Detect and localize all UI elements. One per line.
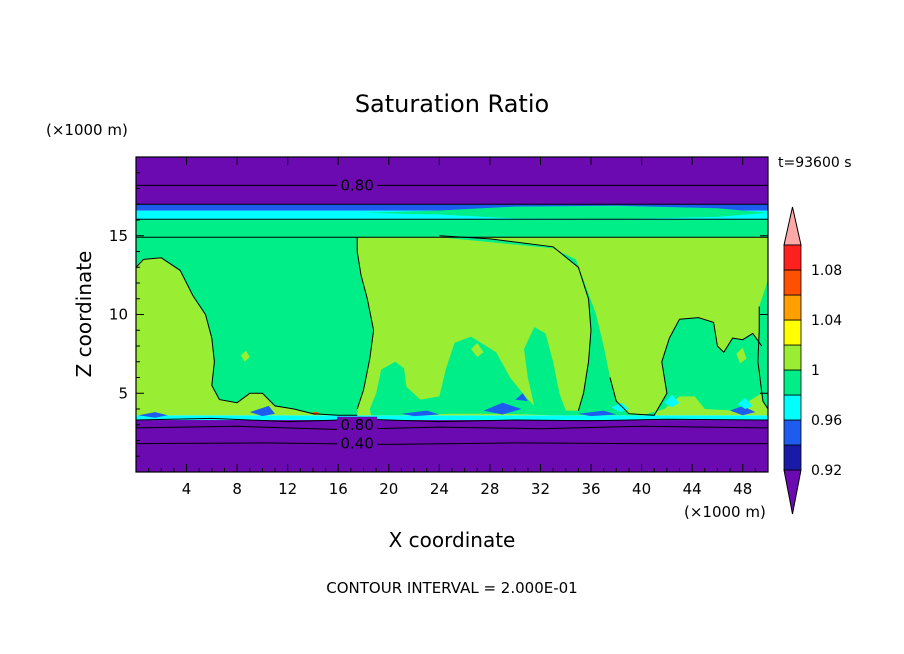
field-region [757,279,768,409]
x-tick-label: 32 [531,480,550,498]
field-region [664,394,680,408]
contour-line [136,425,768,431]
field-band [136,420,768,472]
field-region [240,350,250,362]
contour-line [356,237,375,410]
colorbar-legend: 0.92 0.96 1 1.04 1.08 [783,206,842,515]
y-unit-label: (×1000 m) [46,121,128,139]
colorbar-top-arrow [783,206,802,246]
x-tick-label: 44 [683,480,702,498]
x-tick-label: 24 [430,480,449,498]
x-unit-label: (×1000 m) [684,503,766,521]
contour-line [136,417,768,423]
contour-label-bg [337,177,378,193]
field-region [401,410,440,417]
field-region [249,405,275,417]
colorbar-segment [783,444,802,471]
contour-label: 0.80 [340,176,373,194]
contour-label: 0.80 [340,416,373,434]
field-region [578,410,617,417]
field-region [515,393,528,402]
field-region [357,235,762,416]
field-band [136,415,768,421]
field-band [136,157,768,205]
x-axis: 4 8 12 16 20 24 28 32 36 40 44 48 [148,157,756,498]
colorbar-tick-label: 0.96 [811,413,842,429]
field-region [363,205,768,220]
field-region [483,402,522,415]
field-region [138,412,168,418]
field-band [136,220,768,238]
field-region [736,347,747,364]
colorbar-segment [783,269,802,296]
field-region [471,342,484,357]
contour-label-bg [337,435,378,451]
contour-label: 0.40 [340,435,373,453]
colorbar-segment [783,419,802,446]
field-band [136,204,768,211]
x-tick-label: 8 [232,480,242,498]
contour-line [439,235,592,411]
x-tick-label: 4 [182,480,192,498]
colorbar-tick-label: 0.92 [811,463,842,479]
x-tick-label: 12 [278,480,297,498]
contour-line [136,257,358,416]
x-axis-label: X coordinate [389,528,516,552]
field-band [136,210,768,220]
colorbar-tick-label: 1.04 [811,313,842,329]
y-tick-label: 10 [109,306,128,324]
contour-line [757,306,768,410]
field-region [136,237,374,416]
contour-line [609,317,763,416]
x-tick-label: 48 [733,480,752,498]
y-tick-label: 15 [109,227,128,245]
colorbar-tick-label: 1 [811,363,820,379]
colorbar-segment [783,344,802,371]
y-axis-label: Z coordinate [72,251,96,378]
contour-line [136,442,768,445]
colorbar-tick-label: 1.08 [811,263,842,279]
contour-label-bg [337,416,378,432]
y-tick-label: 5 [118,384,128,402]
x-tick-label: 36 [581,480,600,498]
x-tick-label: 28 [480,480,499,498]
y-axis: 5 10 15 [109,172,768,457]
colorbar-segment [783,244,802,271]
colorbar-segment [783,319,802,346]
time-label: t=93600 s [778,155,852,171]
contour-interval-footer: CONTOUR INTERVAL = 2.000E-01 [326,579,577,597]
chart-title: Saturation Ratio [355,90,549,118]
plot-area: 0.800.800.40 [135,156,769,473]
colorbar-segment [783,394,802,421]
colorbar-segment [783,369,802,396]
x-tick-label: 16 [329,480,348,498]
colorbar-bottom-arrow [783,469,802,515]
x-tick-label: 40 [632,480,651,498]
field-region [730,405,756,416]
x-tick-label: 20 [379,480,398,498]
field-region [737,398,753,409]
colorbar-segment [783,294,802,321]
